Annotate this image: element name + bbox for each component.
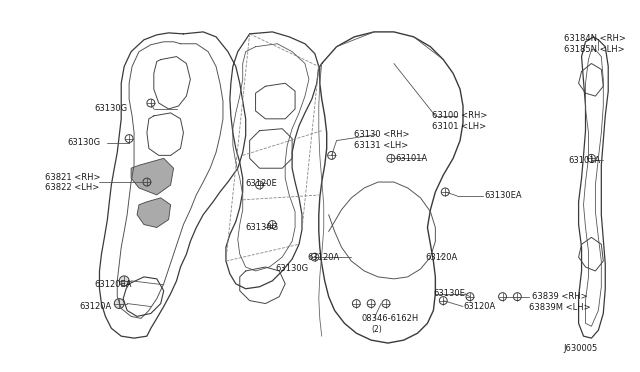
Polygon shape — [137, 198, 171, 228]
Text: 63131 <LH>: 63131 <LH> — [355, 141, 408, 150]
Text: 63130G: 63130G — [95, 105, 127, 113]
Text: 63120A: 63120A — [463, 302, 495, 311]
Text: 63100 <RH>: 63100 <RH> — [433, 111, 488, 121]
Text: J630005: J630005 — [564, 343, 598, 353]
Text: 63101A: 63101A — [569, 156, 601, 165]
Text: 63120A: 63120A — [307, 253, 339, 262]
Text: 63120E: 63120E — [246, 179, 277, 187]
Text: 63120A: 63120A — [426, 253, 458, 262]
Circle shape — [119, 276, 129, 286]
Text: 63130G: 63130G — [246, 223, 279, 232]
Text: 63120EA: 63120EA — [95, 280, 132, 289]
Text: 63821 <RH>: 63821 <RH> — [45, 173, 100, 182]
Text: 63822 <LH>: 63822 <LH> — [45, 183, 99, 192]
Text: 63101 <LH>: 63101 <LH> — [433, 122, 486, 131]
Circle shape — [115, 299, 124, 308]
Text: 63130EA: 63130EA — [484, 191, 522, 201]
Text: 63130 <RH>: 63130 <RH> — [355, 130, 410, 139]
Text: 63184N <RH>: 63184N <RH> — [564, 34, 626, 43]
Text: 08346-6162H: 08346-6162H — [361, 314, 419, 323]
Text: 63101A: 63101A — [396, 154, 428, 163]
Text: 63120A: 63120A — [80, 302, 112, 311]
Text: 63185N <LH>: 63185N <LH> — [564, 45, 625, 54]
Text: (2): (2) — [371, 325, 382, 334]
Text: 63130G: 63130G — [275, 264, 308, 273]
Text: 63130G: 63130G — [68, 138, 101, 147]
Polygon shape — [131, 158, 173, 195]
Text: 63839 <RH>: 63839 <RH> — [532, 292, 588, 301]
Text: 63839M <LH>: 63839M <LH> — [529, 303, 591, 312]
Text: 63130E: 63130E — [433, 289, 465, 298]
